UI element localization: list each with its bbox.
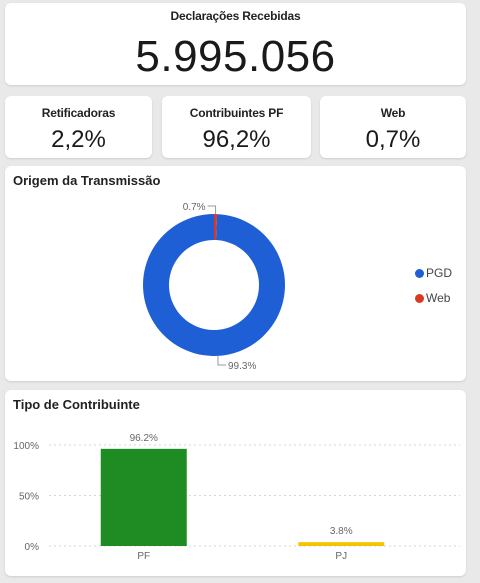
kpi-contribuintes-pf-value: 96,2%: [202, 126, 271, 153]
y-tick-label: 0%: [25, 542, 40, 553]
data-label-pgd: 99.3%: [228, 361, 256, 372]
kpi-retificadoras-value: 2,2%: [51, 126, 106, 153]
tipo-chart-title: Tipo de Contribuinte: [13, 397, 140, 412]
total-declarations-card: Declarações Recebidas 5.995.056: [5, 3, 466, 85]
bar-pf: [100, 448, 187, 546]
y-tick-label: 50%: [19, 492, 39, 503]
tipo-bar-chart: 0% 50% 100% 96.2% PF 3.8% PJ: [13, 433, 460, 562]
x-tick-label-pj: PJ: [335, 551, 347, 562]
y-tick-label: 100%: [13, 441, 39, 452]
total-declarations-value: 5.995.056: [135, 32, 336, 81]
tipo-contribuinte-card: Tipo de Contribuinte 0% 50% 100% 96.2% PF 3.8…: [5, 390, 466, 576]
leader-line-pgd: [217, 356, 226, 366]
kpi-retificadoras-label: Retificadoras: [41, 106, 116, 120]
legend-item-web[interactable]: Web: [415, 291, 450, 305]
legend-label-pgd: PGD: [426, 266, 453, 280]
kpi-retificadoras-card: Retificadoras 2,2%: [5, 96, 152, 158]
donut-slice-web: [214, 214, 218, 241]
donut-slice-pgd: [143, 214, 286, 356]
legend-item-pgd[interactable]: PGD: [415, 266, 452, 280]
data-label-pj: 3.8%: [330, 526, 353, 537]
kpi-web-card: Web 0,7%: [320, 96, 466, 158]
origem-transmissao-card: Origem da Transmissão 0.7% 99.3% PGD Web: [5, 166, 466, 381]
legend-swatch-web: [415, 293, 424, 303]
data-label-web: 0.7%: [183, 202, 206, 213]
legend-swatch-pgd: [415, 268, 424, 278]
origem-donut-chart: 0.7% 99.3%: [143, 202, 286, 372]
kpi-contribuintes-pf-label: Contribuintes PF: [189, 106, 284, 120]
origem-chart-title: Origem da Transmissão: [13, 173, 161, 188]
x-tick-label-pf: PF: [137, 551, 150, 562]
data-label-pf: 96.2%: [130, 433, 158, 444]
legend-label-web: Web: [426, 291, 451, 305]
kpi-contribuintes-pf-card: Contribuintes PF 96,2%: [162, 96, 311, 158]
kpi-web-value: 0,7%: [365, 126, 421, 153]
total-declarations-title: Declarações Recebidas: [170, 9, 301, 23]
bar-pj: [298, 542, 385, 546]
leader-line-web: [207, 205, 217, 215]
kpi-web-label: Web: [380, 106, 406, 120]
